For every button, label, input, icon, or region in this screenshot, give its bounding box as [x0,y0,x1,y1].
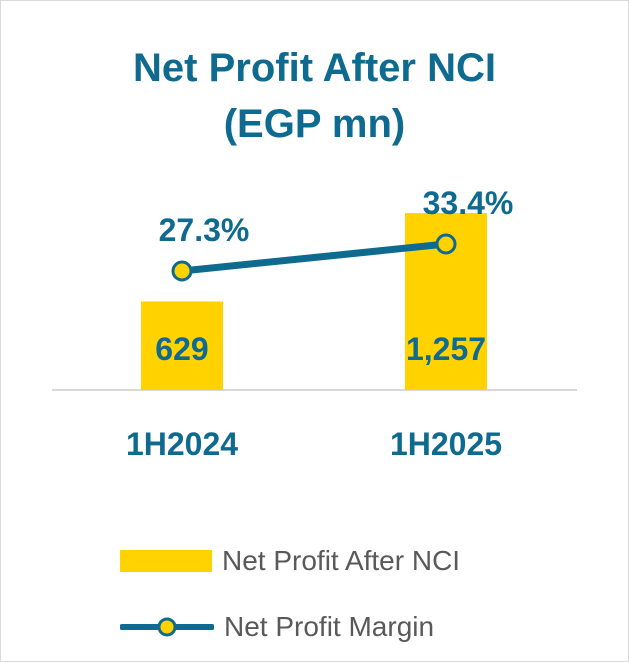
bar-1H2024 [141,301,223,390]
bar-value-label-1H2024: 629 [155,331,208,367]
margin-line [178,240,450,275]
chart-title-line-1: Net Profit After NCI [133,46,496,90]
legend-item-net-profit-margin: Net Profit Margin [119,609,435,645]
chart-title-line-2: (EGP mn) [223,102,406,146]
margin-point-1H2025 [435,233,457,255]
x-tick-label-1H2025: 1H2025 [390,426,502,462]
legend-swatch-line [119,616,215,638]
margin-value-label-1H2025: 33.4% [423,185,514,221]
chart-title: Net Profit After NCI (EGP mn) [0,40,629,152]
legend-swatch-bar [120,550,212,572]
margin-point-1H2024 [171,260,193,282]
x-tick-label-1H2024: 1H2024 [126,426,238,462]
legend-item-net-profit: Net Profit After NCI [120,543,460,579]
margin-value-label-1H2024: 27.3% [159,212,250,248]
legend-label-net-profit: Net Profit After NCI [222,545,461,576]
legend-label-net-profit-margin: Net Profit Margin [224,611,435,642]
bar-value-label-1H2025: 1,257 [406,331,486,367]
